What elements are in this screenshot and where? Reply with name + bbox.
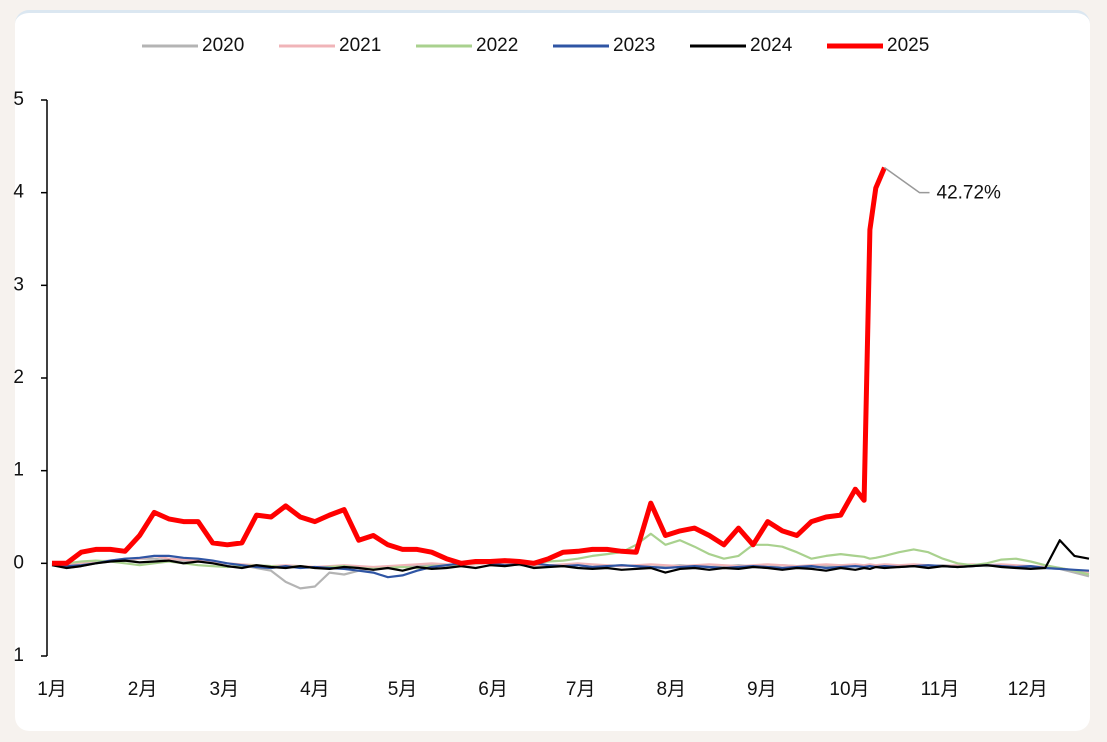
y-tick-label: 0 bbox=[13, 552, 24, 573]
x-tick-label: 1月 bbox=[37, 679, 67, 700]
y-tick-label: 2 bbox=[13, 367, 24, 388]
legend-label: 2022 bbox=[476, 35, 518, 56]
x-tick-label: 9月 bbox=[747, 679, 777, 700]
y-tick-label: 1 bbox=[13, 645, 24, 666]
card bbox=[15, 10, 1090, 731]
x-tick-label: 5月 bbox=[388, 679, 418, 700]
legend-label: 2025 bbox=[887, 35, 929, 56]
x-tick-label: 10月 bbox=[829, 679, 869, 700]
x-tick-label: 6月 bbox=[478, 679, 508, 700]
x-tick-label: 4月 bbox=[300, 679, 330, 700]
x-tick-label: 2月 bbox=[128, 679, 158, 700]
series-line bbox=[52, 166, 887, 566]
legend-label: 2021 bbox=[339, 35, 381, 56]
y-tick-label: 4 bbox=[13, 182, 24, 203]
y-tick-label: 3 bbox=[13, 274, 24, 295]
x-tick-label: 8月 bbox=[656, 679, 686, 700]
legend-label: 2023 bbox=[613, 35, 655, 56]
x-tick-label: 11月 bbox=[921, 679, 960, 700]
y-tick-label: 5 bbox=[13, 89, 24, 110]
x-tick-label: 3月 bbox=[210, 679, 240, 700]
series-line bbox=[51, 539, 1090, 574]
annotation-leader bbox=[884, 167, 930, 194]
x-tick-label: 12月 bbox=[1008, 679, 1048, 700]
y-tick-label: 1 bbox=[13, 460, 24, 481]
x-tick-label: 7月 bbox=[566, 679, 596, 700]
legend-label: 2020 bbox=[202, 35, 244, 56]
annotation: 42.72% bbox=[937, 183, 1002, 204]
legend-label: 2024 bbox=[750, 35, 793, 56]
series-line bbox=[51, 554, 1090, 574]
